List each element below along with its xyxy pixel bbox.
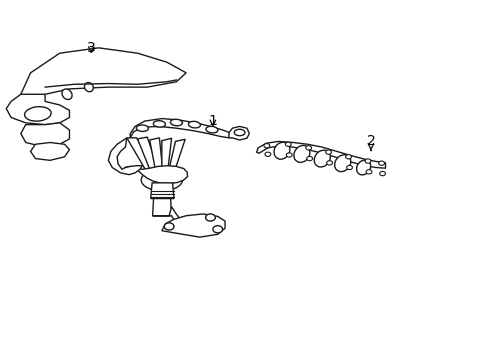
Ellipse shape [188,121,200,128]
Ellipse shape [293,145,309,162]
Circle shape [205,214,215,221]
Polygon shape [130,118,229,138]
Polygon shape [21,48,186,100]
Circle shape [378,161,384,165]
Ellipse shape [170,119,182,126]
Circle shape [345,155,351,159]
Ellipse shape [136,125,148,131]
Ellipse shape [205,126,218,133]
Circle shape [346,165,352,170]
Polygon shape [149,138,163,173]
Polygon shape [21,123,69,146]
Text: 2: 2 [366,134,374,150]
Text: 3: 3 [87,41,96,55]
Circle shape [264,144,269,148]
Polygon shape [137,137,159,173]
Circle shape [286,153,291,157]
Circle shape [325,150,331,154]
Circle shape [164,223,174,230]
Ellipse shape [234,129,244,136]
Polygon shape [6,94,69,125]
Circle shape [379,171,385,176]
Polygon shape [168,139,185,173]
Polygon shape [126,138,155,173]
Circle shape [365,159,370,163]
Circle shape [326,161,332,165]
Polygon shape [152,199,171,216]
Polygon shape [228,126,249,140]
Polygon shape [256,141,385,168]
Polygon shape [30,143,69,160]
Ellipse shape [273,142,289,159]
Circle shape [264,152,270,157]
Ellipse shape [141,169,182,191]
Circle shape [285,142,290,147]
Ellipse shape [62,89,72,99]
Ellipse shape [356,160,370,175]
Ellipse shape [334,155,350,172]
Polygon shape [152,207,203,235]
Ellipse shape [84,82,93,92]
Text: 1: 1 [208,114,217,128]
Ellipse shape [24,107,51,121]
Polygon shape [108,138,142,175]
Polygon shape [162,138,171,173]
Ellipse shape [314,150,330,167]
Circle shape [212,226,222,233]
Ellipse shape [153,121,165,127]
Circle shape [366,170,371,174]
Polygon shape [150,183,174,199]
Polygon shape [162,214,224,237]
Circle shape [306,157,312,161]
Circle shape [305,146,311,150]
Polygon shape [122,166,187,184]
